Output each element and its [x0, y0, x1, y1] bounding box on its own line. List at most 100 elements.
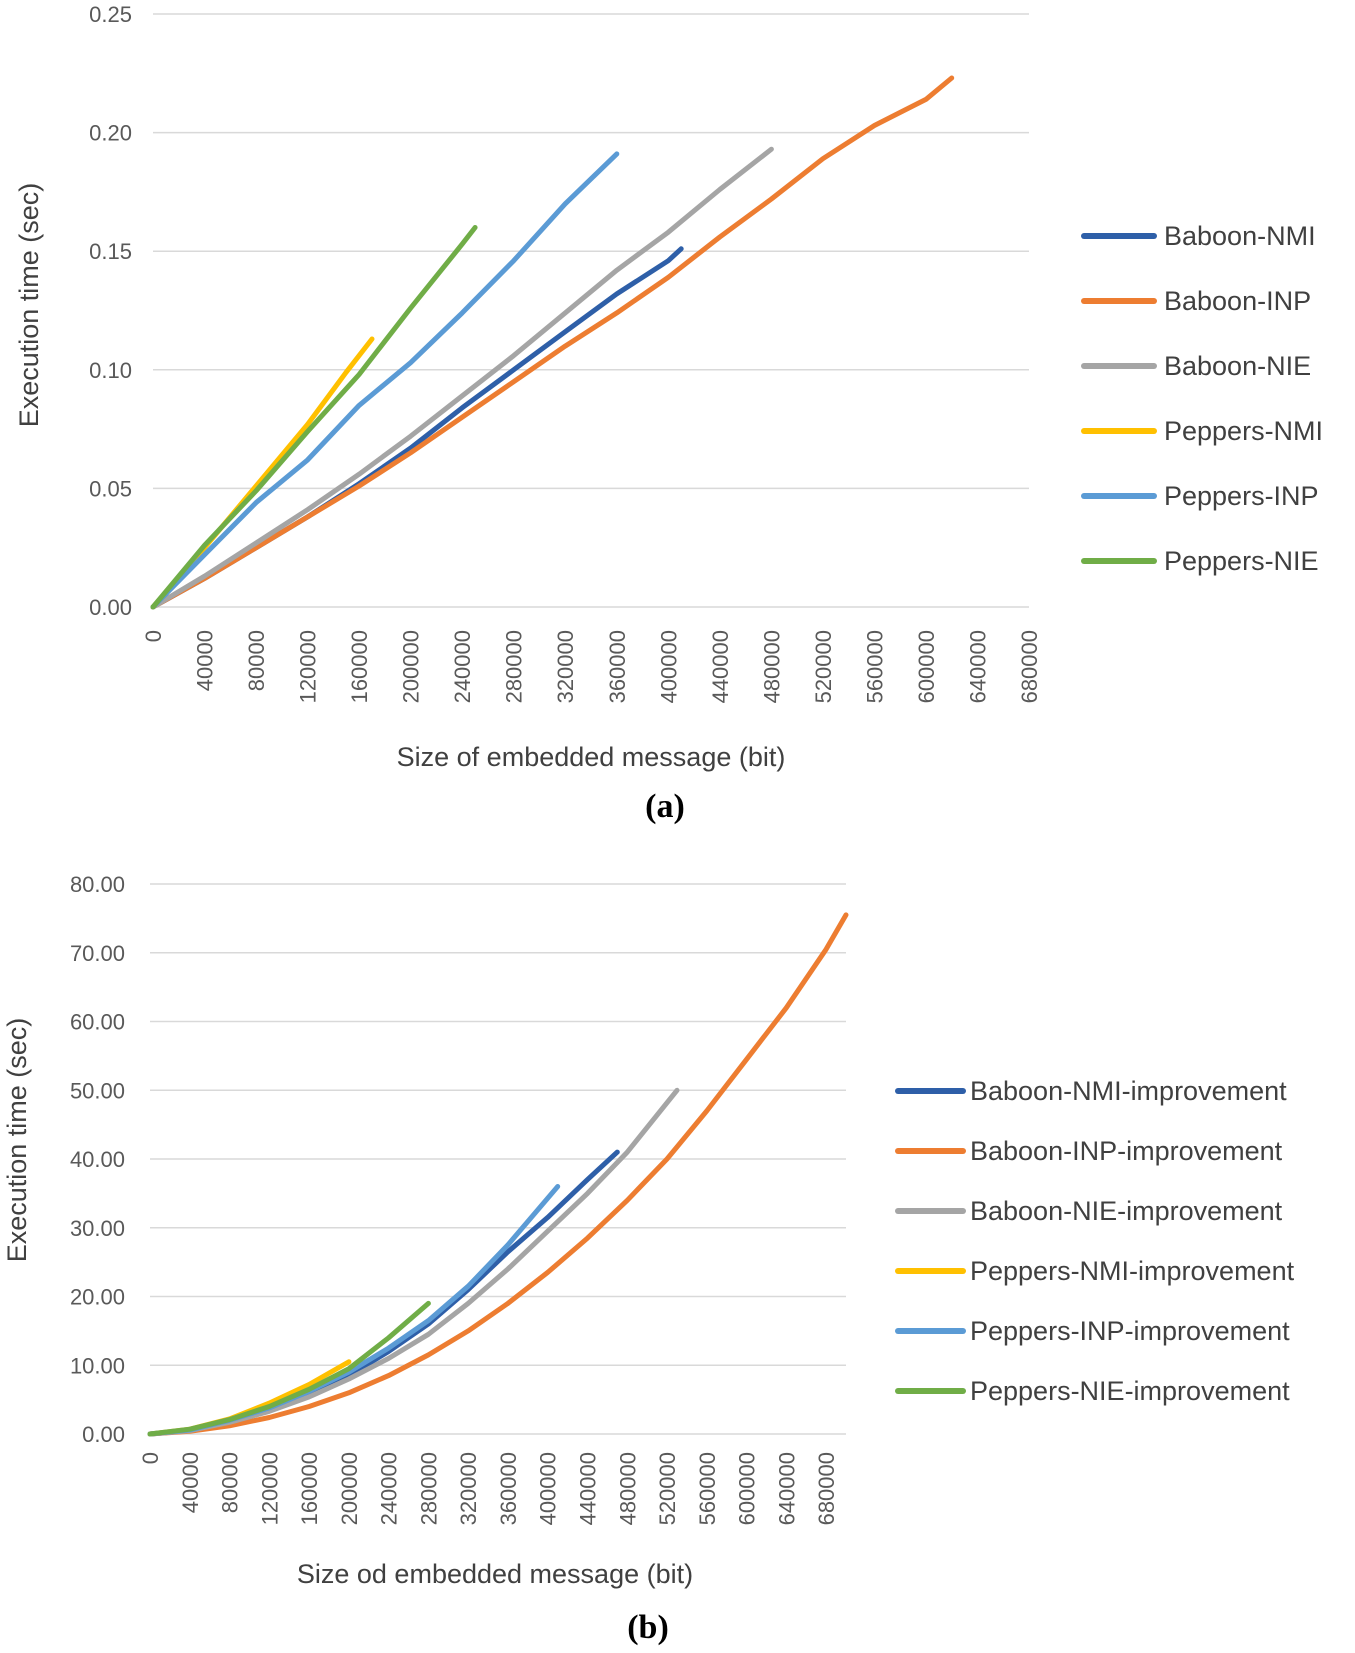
chart-b-y-ticks: 0.00 10.00 20.00 30.00 40.00 50.00 60.00 70.00 8…	[70, 872, 125, 1447]
series-line-peppers-inp	[150, 151, 620, 610]
x-tick-label: 520000	[811, 630, 836, 703]
y-tick-label: 0.00	[89, 595, 132, 620]
x-tick-label: 320000	[456, 1452, 481, 1525]
x-tick-label: 240000	[377, 1452, 402, 1525]
legend-label: Baboon-NMI-improvement	[970, 1076, 1287, 1106]
legend-label: Peppers-NMI	[1164, 416, 1323, 446]
y-tick-label: 0.25	[89, 2, 132, 27]
x-tick-label: 640000	[965, 630, 990, 703]
chart-b-legend: Baboon-NMI-improvement Baboon-INP-improve…	[895, 1076, 1295, 1406]
chart-a-panel-label: (a)	[645, 788, 685, 825]
y-tick-label: 60.00	[70, 1010, 125, 1035]
chart-b-x-ticks: 0 40000 80000 120000 160000 200000 240000 28000…	[138, 1452, 839, 1525]
legend-label: Peppers-NMI-improvement	[970, 1256, 1295, 1286]
chart-a-x-axis-title: Size of embedded message (bit)	[397, 742, 786, 772]
x-tick-label: 400000	[656, 630, 681, 703]
chart-a-legend: Baboon-NMI Baboon-INP Baboon-NIE Peppers-NM…	[1081, 221, 1323, 576]
chart-b-y-axis-title: Execution time (sec)	[2, 1018, 32, 1263]
x-tick-label: 640000	[774, 1452, 799, 1525]
y-tick-label: 0.15	[89, 239, 132, 264]
legend-entry: Peppers-NMI	[1081, 416, 1323, 446]
x-tick-label: 440000	[708, 630, 733, 703]
y-tick-label: 0.10	[89, 358, 132, 383]
y-tick-label: 30.00	[70, 1216, 125, 1241]
chart-b-series	[147, 912, 849, 1437]
series-line-peppers-nie	[150, 225, 478, 610]
x-tick-label: 200000	[337, 1452, 362, 1525]
y-tick-label: 0.20	[89, 121, 132, 146]
x-tick-label: 560000	[695, 1452, 720, 1525]
legend-entry: Peppers-INP	[1081, 481, 1319, 511]
x-tick-label: 360000	[605, 630, 630, 703]
legend-label: Peppers-INP-improvement	[970, 1316, 1290, 1346]
series-line-peppers-nie-improvement	[147, 1300, 431, 1437]
legend-label: Baboon-NIE-improvement	[970, 1196, 1283, 1226]
x-tick-label: 80000	[244, 630, 269, 691]
legend-label: Baboon-NMI	[1164, 221, 1316, 251]
x-tick-label: 40000	[178, 1452, 203, 1513]
y-tick-label: 50.00	[70, 1078, 125, 1103]
x-tick-label: 560000	[862, 630, 887, 703]
legend-label: Baboon-INP-improvement	[970, 1136, 1283, 1166]
legend-label: Peppers-INP	[1164, 481, 1319, 511]
x-tick-label: 280000	[416, 1452, 441, 1525]
x-tick-label: 480000	[615, 1452, 640, 1525]
y-tick-label: 70.00	[70, 941, 125, 966]
chart-a-x-ticks: 0 40000 80000 120000 160000 200000 240000 28000…	[141, 630, 1042, 703]
y-tick-label: 0.05	[89, 476, 132, 501]
x-tick-label: 120000	[257, 1452, 282, 1525]
legend-entry: Baboon-NMI-improvement	[895, 1076, 1287, 1106]
x-tick-label: 680000	[1017, 630, 1042, 703]
chart-a: 0.00 0.05 0.10 0.15 0.20 0.25 0 40000 80000 1200…	[14, 2, 1323, 825]
x-tick-label: 520000	[655, 1452, 680, 1525]
chart-b-x-axis-title: Size od embedded message (bit)	[297, 1559, 693, 1589]
x-tick-label: 80000	[218, 1452, 243, 1513]
legend-entry: Baboon-NMI	[1081, 221, 1316, 251]
x-tick-label: 160000	[297, 1452, 322, 1525]
x-tick-label: 440000	[575, 1452, 600, 1525]
chart-a-series	[150, 75, 955, 610]
chart-b-panel-label: (b)	[627, 1609, 669, 1646]
chart-a-y-ticks: 0.00 0.05 0.10 0.15 0.20 0.25	[89, 2, 132, 620]
y-tick-label: 0.00	[82, 1422, 125, 1447]
legend-entry: Peppers-NIE-improvement	[895, 1376, 1290, 1406]
legend-entry: Baboon-NIE-improvement	[895, 1196, 1283, 1226]
legend-entry: Baboon-NIE	[1081, 351, 1311, 381]
x-tick-label: 120000	[296, 630, 321, 703]
x-tick-label: 480000	[759, 630, 784, 703]
x-tick-label: 0	[141, 630, 166, 642]
x-tick-label: 200000	[399, 630, 424, 703]
legend-label: Peppers-NIE-improvement	[970, 1376, 1290, 1406]
x-tick-label: 280000	[502, 630, 527, 703]
series-line-baboon-inp-improvement	[147, 912, 849, 1437]
x-tick-label: 360000	[496, 1452, 521, 1525]
legend-entry: Baboon-INP-improvement	[895, 1136, 1283, 1166]
x-tick-label: 320000	[553, 630, 578, 703]
x-tick-label: 160000	[347, 630, 372, 703]
y-tick-label: 20.00	[70, 1285, 125, 1310]
y-tick-label: 40.00	[70, 1147, 125, 1172]
legend-label: Baboon-INP	[1164, 286, 1311, 316]
legend-entry: Peppers-INP-improvement	[895, 1316, 1290, 1346]
x-tick-label: 40000	[193, 630, 218, 691]
x-tick-label: 600000	[914, 630, 939, 703]
chart-b-gridlines	[150, 883, 846, 1435]
legend-label: Baboon-NIE	[1164, 351, 1311, 381]
y-tick-label: 10.00	[70, 1353, 125, 1378]
legend-label: Peppers-NIE	[1164, 546, 1319, 576]
x-tick-label: 400000	[536, 1452, 561, 1525]
series-line-baboon-nie	[150, 146, 774, 610]
x-tick-label: 0	[138, 1452, 163, 1464]
chart-b: 0.00 10.00 20.00 30.00 40.00 50.00 60.00 70.00 8…	[2, 872, 1295, 1646]
legend-entry: Baboon-INP	[1081, 286, 1311, 316]
series-line-baboon-nie-improvement	[147, 1087, 680, 1437]
x-tick-label: 680000	[814, 1452, 839, 1525]
legend-entry: Peppers-NIE	[1081, 546, 1319, 576]
series-line-baboon-inp	[150, 75, 955, 610]
x-tick-label: 240000	[450, 630, 475, 703]
legend-entry: Peppers-NMI-improvement	[895, 1256, 1295, 1286]
x-tick-label: 600000	[735, 1452, 760, 1525]
y-tick-label: 80.00	[70, 872, 125, 897]
chart-a-gridlines	[153, 13, 1029, 608]
